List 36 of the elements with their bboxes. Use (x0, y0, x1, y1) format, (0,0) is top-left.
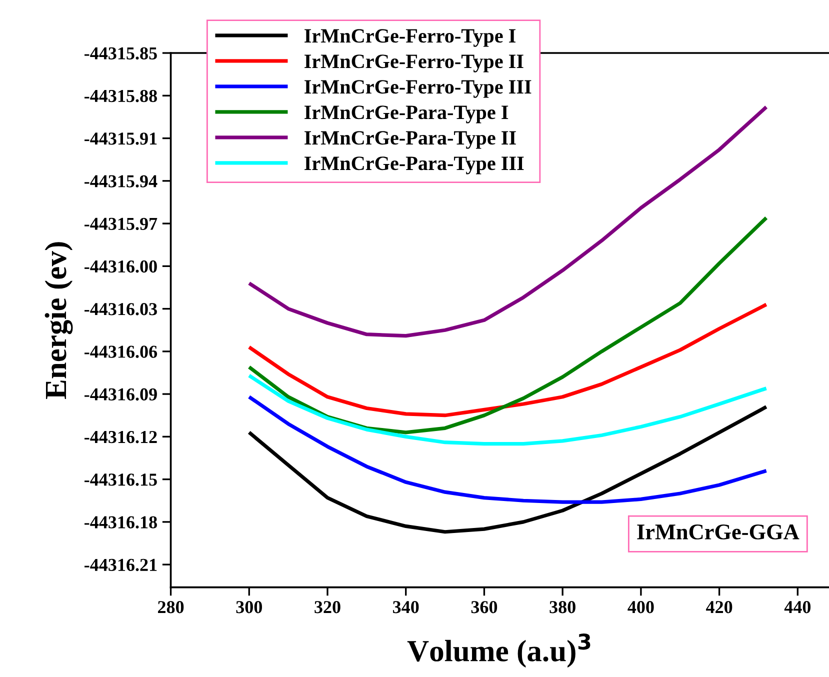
x-tick-label: 280 (158, 601, 184, 614)
x-tick-label: 300 (236, 601, 262, 614)
y-tick-label: -44316.12 (84, 430, 157, 444)
y-tick-label: -44315.94 (84, 175, 158, 188)
annotation: IrMnCrGe-GGA (637, 524, 800, 540)
x-tick-label: 360 (471, 601, 498, 614)
legend-label: IrMnCrGe-Para-Type I (304, 106, 508, 124)
y-tick-label: -44315.97 (84, 218, 158, 230)
line-series (247, 302, 768, 418)
y-tick-label: -44316.15 (84, 474, 157, 486)
y-tick-label: -44316.06 (84, 346, 158, 358)
x-tick-label: 340 (392, 601, 419, 614)
x-tick-label: 400 (628, 601, 654, 614)
legend-label: IrMnCrGe-Para-Type II (304, 131, 516, 149)
legend-label: IrMnCrGe-Ferro-Type III (304, 80, 532, 98)
y-axis-title: Energie (ev) (44, 242, 73, 399)
y-tick-label: -44316.03 (84, 303, 157, 316)
y-tick-label: -44316.00 (84, 260, 157, 273)
x-tick-label: 320 (314, 601, 340, 614)
x-tick-label: 420 (706, 601, 732, 614)
x-tick-label: 380 (550, 601, 576, 614)
x-axis-title: Volume (a.u)$^{3}$ (407, 634, 590, 668)
line-series (247, 105, 768, 338)
y-tick-label: -44315.88 (84, 90, 157, 102)
legend-label: IrMnCrGe-Para-Type III (304, 156, 524, 174)
legend-label: IrMnCrGe-Ferro-Type II (304, 54, 524, 72)
line-series (247, 374, 768, 446)
line-series (247, 395, 768, 504)
legend-label: IrMnCrGe-Ferro-Type I (304, 29, 516, 47)
y-tick-label: -44316.18 (84, 516, 157, 528)
y-tick-label: -44315.85 (84, 47, 157, 60)
line-series (247, 216, 768, 434)
y-tick-label: -44315.91 (84, 132, 157, 145)
y-tick-label: -44316.21 (84, 558, 157, 572)
y-tick-label: -44316.09 (84, 388, 157, 401)
x-tick-label: 440 (784, 601, 811, 614)
